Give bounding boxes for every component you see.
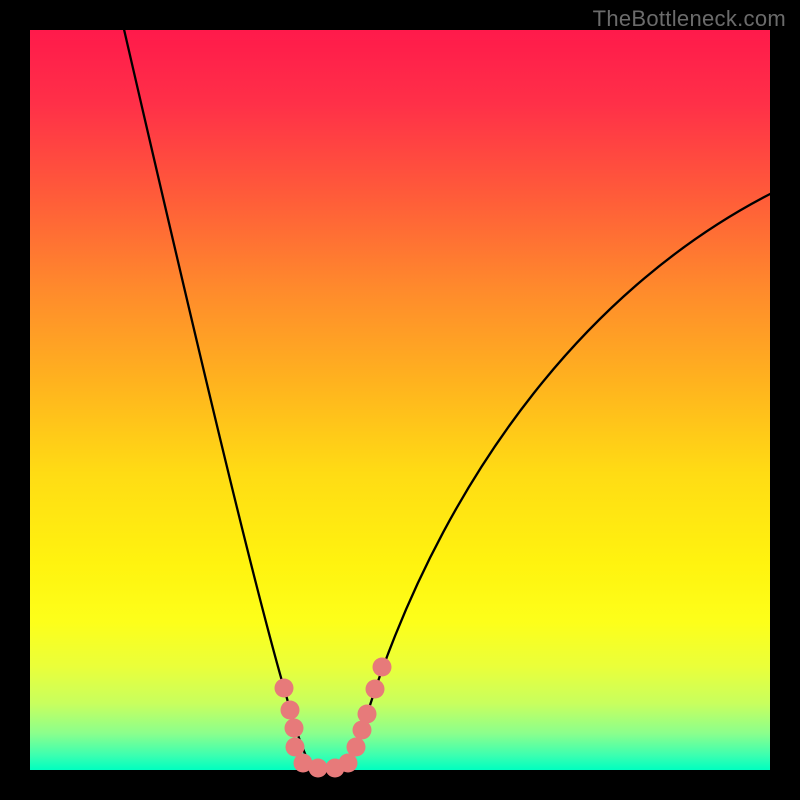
plot-area: [30, 30, 770, 770]
marker-dot: [275, 679, 294, 698]
marker-dot: [309, 759, 328, 778]
marker-dot: [366, 680, 385, 699]
watermark-text: TheBottleneck.com: [593, 6, 786, 32]
curve-markers: [275, 658, 392, 778]
marker-dot: [358, 705, 377, 724]
marker-dot: [347, 738, 366, 757]
marker-dot: [285, 719, 304, 738]
curve-left: [120, 12, 313, 768]
marker-dot: [373, 658, 392, 677]
chart-curves: [30, 30, 770, 770]
curve-right: [345, 192, 774, 768]
marker-dot: [281, 701, 300, 720]
